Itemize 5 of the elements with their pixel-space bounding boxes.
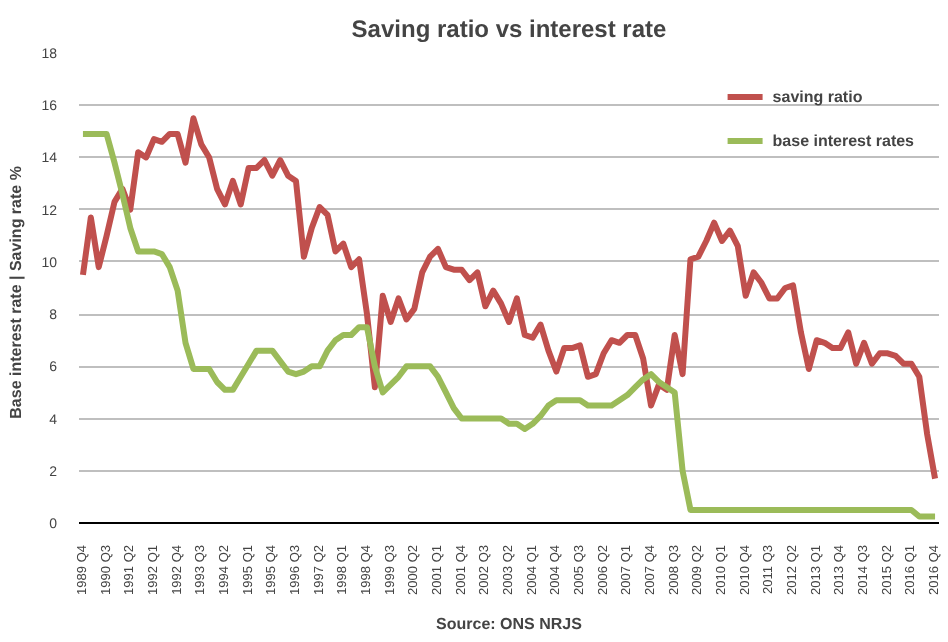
legend-label: saving ratio: [772, 87, 863, 105]
legend-label: base interest rates: [772, 131, 914, 149]
y-axis-title: Base interest rate | Saving rate %: [7, 166, 26, 419]
source-note: Source: ONS NRJS: [436, 615, 584, 633]
chart-title: Saving ratio vs interest rate: [351, 15, 668, 43]
